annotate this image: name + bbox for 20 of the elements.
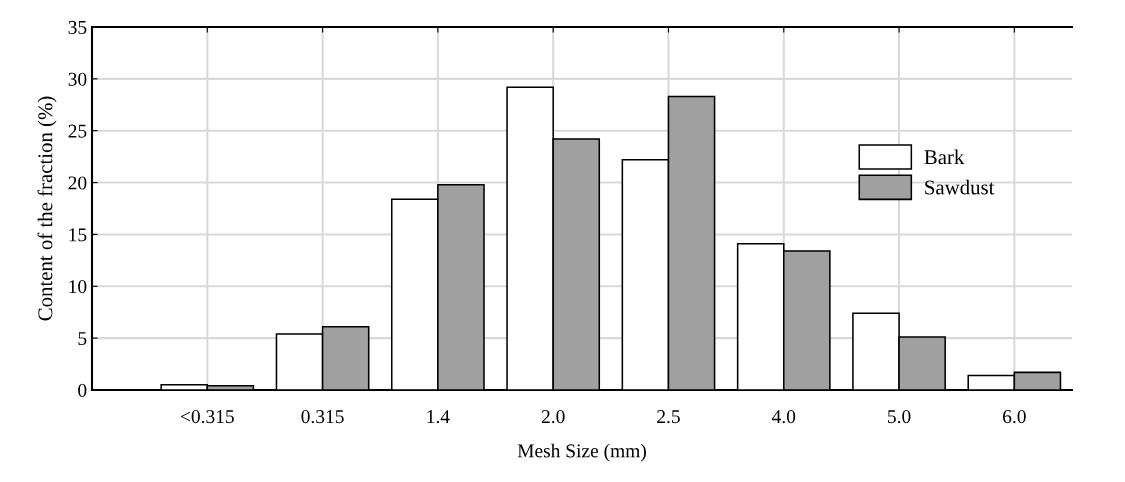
y-tick-label: 35	[68, 20, 87, 34]
x-tick-label: 0.315	[301, 410, 344, 424]
legend-label: Sawdust	[925, 179, 995, 195]
y-tick-label: 0	[78, 383, 87, 397]
y-tick-label: 30	[68, 72, 87, 86]
y-tick-label: 25	[68, 124, 87, 138]
x-axis-title: Mesh Size (mm)	[517, 443, 646, 462]
y-tick-label: 5	[78, 332, 87, 346]
x-tick-label: 2.0	[541, 410, 565, 424]
x-tick-label: 5.0	[888, 410, 911, 424]
legend-label: Bark	[924, 149, 965, 165]
y-tick-label: 15	[69, 228, 87, 242]
x-tick-label: 6.0	[1003, 410, 1026, 424]
x-tick-label: 1.4	[427, 410, 450, 424]
x-tick-label: 2.5	[657, 410, 680, 424]
y-axis-title: Content of the fraction (%)	[37, 96, 57, 321]
x-tick-label: <0.315	[180, 410, 234, 424]
y-tick-label: 10	[69, 280, 87, 294]
x-tick-label: 4.0	[771, 410, 796, 424]
y-tick-label: 20	[68, 176, 87, 190]
